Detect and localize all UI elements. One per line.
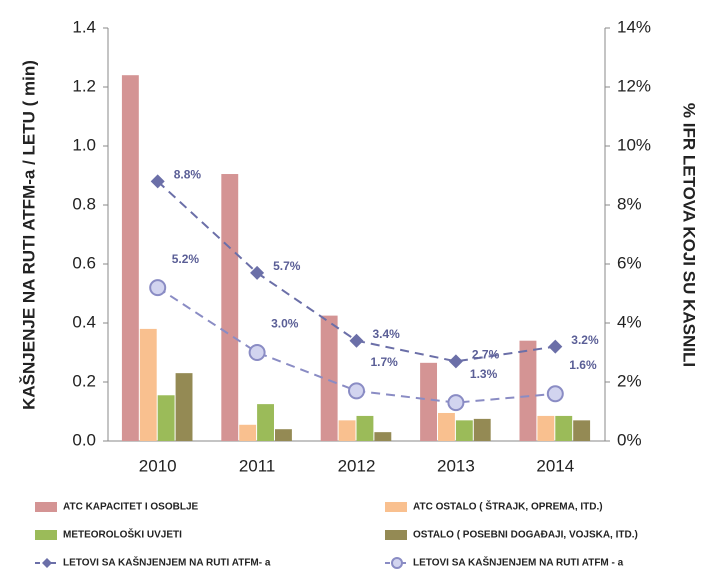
y2-tick-label: 0% <box>617 430 642 449</box>
y-tick-label: 0.4 <box>72 312 96 331</box>
value-label: 2.7% <box>472 348 500 362</box>
y2-tick-label: 2% <box>617 371 642 390</box>
x-tick-label: 2012 <box>338 456 376 475</box>
x-tick-label: 2013 <box>437 456 475 475</box>
point <box>349 333 364 348</box>
bar <box>239 424 257 441</box>
y2-tick-label: 4% <box>617 312 642 331</box>
y-tick-label: 0.2 <box>72 371 96 390</box>
y2-tick-label: 8% <box>617 194 642 213</box>
bar <box>221 174 239 441</box>
bar <box>537 415 555 441</box>
bar <box>356 415 374 441</box>
legend-marker <box>391 557 403 569</box>
bar <box>555 415 573 441</box>
legend-marker <box>42 558 52 568</box>
bar <box>438 412 455 441</box>
legend-label: ATC OSTALO ( ŠTRAJK, OPREMA, ITD.) <box>413 500 603 513</box>
point <box>150 174 165 189</box>
x-tick-label: 2010 <box>139 456 177 475</box>
bar <box>519 340 537 441</box>
point <box>250 265 265 280</box>
y2-tick-label: 6% <box>617 253 642 272</box>
y-tick-label: 0.6 <box>72 253 96 272</box>
bar <box>320 315 338 441</box>
legend-swatch <box>35 502 57 512</box>
y-tick-label: 0.0 <box>72 430 96 449</box>
bar <box>175 373 193 441</box>
bar <box>455 420 473 441</box>
bar <box>573 420 591 441</box>
legend-label: OSTALO ( POSEBNI DOGAĐAJI, VOJSKA, ITD.) <box>413 530 638 541</box>
legend-swatch <box>385 530 407 540</box>
bar <box>338 420 356 441</box>
value-label: 3.0% <box>271 317 299 331</box>
bar <box>257 404 274 441</box>
value-label: 1.6% <box>569 358 597 372</box>
bar <box>374 432 392 441</box>
legend-swatch <box>385 502 407 512</box>
legend-swatch <box>35 530 57 540</box>
legend-label: LETOVI SA KAŠNJENJEM NA RUTI ATFM- a <box>63 556 271 569</box>
legend-label: ATC KAPACITET I OSOBLJE <box>63 502 199 513</box>
x-tick-label: 2011 <box>239 456 276 475</box>
y2-tick-label: 12% <box>617 76 651 95</box>
y-tick-label: 1.2 <box>72 76 96 95</box>
value-label: 1.7% <box>371 355 399 369</box>
bar <box>274 429 292 441</box>
value-label: 8.8% <box>174 168 202 182</box>
y-axis-label: KAŠNJENJE NA RUTI ATFM-a / LETU ( min) <box>19 60 38 410</box>
value-label: 3.4% <box>373 327 401 341</box>
value-label: 5.2% <box>172 252 200 266</box>
point <box>546 385 564 403</box>
bar <box>473 418 491 441</box>
y2-axis-label: % IFR LETOVA KOJI SU KASNILI <box>680 103 699 367</box>
value-label: 3.2% <box>571 333 599 347</box>
y-tick-label: 0.8 <box>72 194 96 213</box>
point <box>447 394 465 412</box>
point <box>149 279 167 297</box>
legend-label: METEOROLOŠKI UVJETI <box>63 528 182 541</box>
y2-tick-label: 14% <box>617 17 651 36</box>
point <box>448 354 463 369</box>
legend-label: LETOVI SA KAŠNJENJEM NA RUTI ATFM - a <box>413 556 624 569</box>
y-tick-label: 1.4 <box>72 17 96 36</box>
point <box>248 344 266 361</box>
x-tick-label: 2014 <box>536 456 574 475</box>
point <box>348 382 365 400</box>
y2-tick-label: 10% <box>617 135 651 154</box>
bar <box>420 362 438 441</box>
bar <box>157 395 175 441</box>
value-label: 1.3% <box>470 367 498 381</box>
point <box>548 339 563 354</box>
bar <box>121 75 139 441</box>
value-label: 5.7% <box>273 259 301 273</box>
bar <box>139 328 157 441</box>
y-tick-label: 1.0 <box>72 135 96 154</box>
